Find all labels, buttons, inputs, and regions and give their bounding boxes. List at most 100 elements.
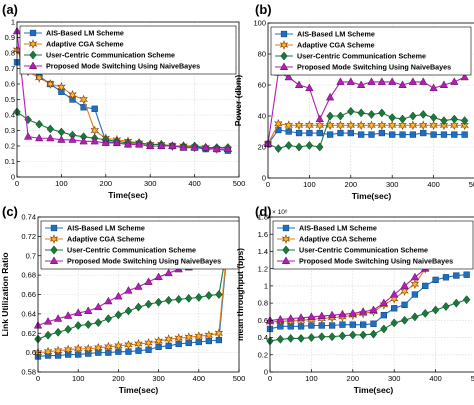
y-tick-label: 1.6 (258, 230, 268, 239)
data-point (430, 131, 437, 138)
chart-panel-4: 0 100 200 300 400 500 0 0.2 0.4 0.6 0.8 1 1.2 1.4 1.6 1… (235, 204, 474, 395)
x-tick-label: 300 (144, 179, 157, 188)
legend-marker (280, 30, 288, 38)
data-point (358, 307, 368, 315)
y-axis-label: Power (dbm) (233, 75, 243, 127)
y-tick-label: 0.3 (5, 126, 15, 135)
data-point (410, 272, 420, 281)
y-tick-label: 0.4 (258, 333, 268, 342)
y-tick-label: 0 (264, 368, 268, 377)
legend-marker (29, 50, 37, 60)
plot-frame (267, 22, 474, 179)
data-point (411, 312, 419, 322)
data-point (154, 297, 163, 307)
legend: AIS-Based LM Scheme Adaptive CGA Scheme Us… (272, 220, 474, 270)
data-point (63, 311, 73, 319)
data-point (346, 120, 356, 131)
data-point (367, 120, 376, 131)
legend-marker (281, 256, 291, 264)
data-point (43, 317, 53, 325)
legend-entry: AIS-Based LM Scheme (299, 224, 377, 233)
data-point (336, 111, 345, 121)
y-tick-label: 0.66 (21, 290, 36, 299)
data-point (154, 336, 163, 346)
x-tick-label: 300 (388, 374, 401, 383)
x-tick-label: 100 (305, 374, 318, 383)
data-point (34, 72, 44, 83)
y-tick-label: 100 (253, 19, 266, 28)
data-point (212, 144, 221, 153)
data-point (450, 120, 459, 131)
data-point (53, 314, 63, 322)
data-point (157, 141, 166, 149)
data-point (179, 142, 188, 151)
data-point (83, 343, 93, 354)
x-tick-label: 200 (345, 180, 358, 189)
y-tick-label: 20 (258, 143, 266, 152)
data-point (84, 320, 92, 330)
data-point (276, 334, 285, 344)
data-point (79, 136, 88, 145)
data-point (367, 77, 376, 85)
data-point (369, 329, 378, 339)
data-point (144, 277, 153, 285)
data-point (57, 82, 66, 93)
data-point (419, 109, 427, 119)
data-point (439, 80, 449, 88)
legend-box (19, 25, 237, 75)
data-point (307, 333, 316, 343)
panel-label: (c) (2, 204, 18, 219)
y-axis-label: mean throughput (bps) (235, 248, 245, 341)
data-point (439, 120, 449, 131)
legend-marker (28, 39, 38, 49)
data-point (174, 333, 183, 344)
y-tick-label: 0.1 (5, 157, 15, 166)
data-point (204, 330, 214, 341)
data-point (378, 129, 385, 137)
data-point (408, 77, 418, 85)
data-point (347, 106, 355, 116)
data-point (432, 276, 439, 284)
legend: AIS-Based LM Scheme Adaptive CGA Scheme Us… (19, 25, 237, 75)
plot-frame (269, 216, 474, 373)
y-tick-label: 60 (258, 81, 266, 90)
panel-label: (a) (2, 2, 18, 17)
data-point (370, 320, 377, 327)
y-tick-label: 0.64 (21, 309, 36, 318)
data-point (429, 83, 438, 92)
data-point (307, 312, 316, 320)
data-point (453, 272, 460, 279)
data-point (123, 139, 133, 148)
data-point (315, 120, 325, 131)
panel-label: (b) (255, 2, 272, 17)
data-point (380, 324, 388, 334)
data-point (442, 274, 450, 281)
legend-marker (281, 234, 291, 244)
data-point (94, 302, 103, 311)
data-point (185, 293, 193, 303)
data-point (74, 321, 82, 330)
data-point (377, 77, 387, 85)
x-tick-label: 200 (112, 374, 125, 383)
y-tick-label: 0.68 (21, 271, 36, 280)
data-point (358, 131, 365, 138)
data-point (418, 120, 428, 131)
x-tick-label: 500 (233, 179, 246, 188)
data-point (450, 114, 459, 124)
data-point (23, 132, 33, 140)
data-point (338, 309, 347, 318)
data-point (398, 80, 407, 88)
data-point (134, 338, 143, 349)
chart-panel-3: 0 100 200 300 400 500 0.58 0.6 0.62 0.64 0.66 0.68 0… (0, 204, 245, 395)
data-point (46, 133, 55, 142)
data-point (367, 109, 376, 119)
legend-marker (279, 40, 289, 50)
data-point (450, 77, 459, 85)
data-point (53, 345, 63, 356)
data-point (74, 308, 83, 316)
legend-marker (282, 245, 290, 255)
legend-marker (280, 51, 288, 61)
legend-marker (29, 29, 37, 37)
data-point (164, 334, 173, 344)
